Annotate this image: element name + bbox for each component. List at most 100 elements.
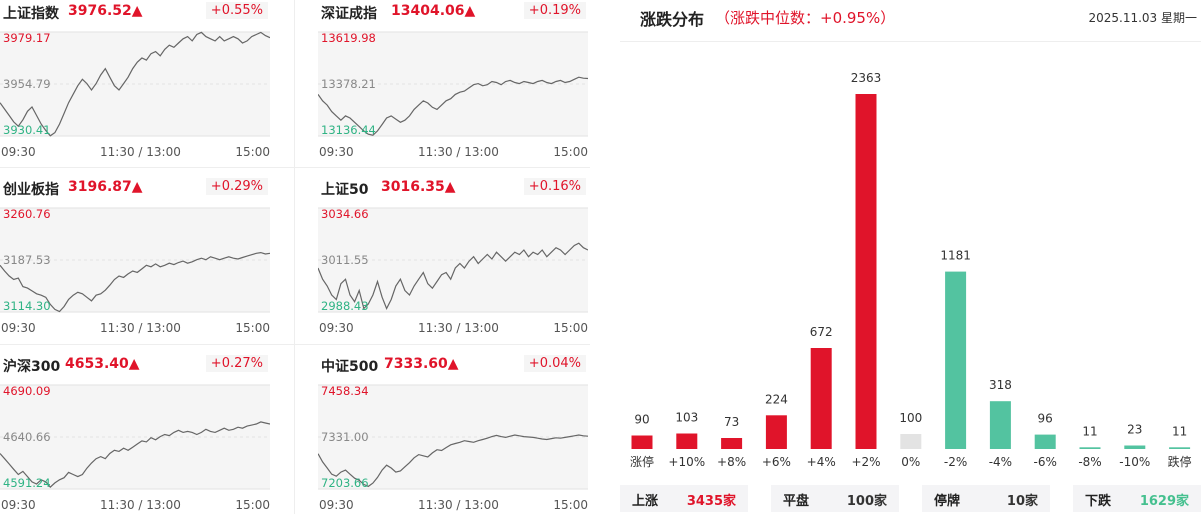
row-divider — [0, 344, 590, 345]
bar — [721, 438, 743, 449]
bar — [900, 434, 922, 449]
summary-value: 100家 — [846, 494, 887, 509]
index-card[interactable]: 上证50 3016.35▲ +0.16% 3034.66 3011.55 2988.… — [318, 176, 588, 346]
bar — [765, 415, 787, 449]
bar-value-label: 224 — [765, 392, 788, 406]
intraday-line-chart: 3979.17 3954.79 3930.41 — [0, 31, 270, 137]
price-line — [0, 31, 270, 137]
time-mid-label: 11:30 / 13:00 — [100, 321, 181, 335]
category-label: -4% — [989, 455, 1012, 469]
index-change: +0.19% — [523, 2, 586, 19]
index-card[interactable]: 中证500 7333.60▲ +0.04% 7458.34 7331.00 7203… — [318, 353, 588, 514]
summary-up: 上涨 3435家 — [620, 485, 748, 512]
bar — [989, 401, 1011, 449]
summary-suspended: 停牌 10家 — [922, 485, 1050, 512]
index-change: +0.16% — [523, 178, 586, 195]
summary-value: 10家 — [1006, 494, 1038, 509]
time-end-label: 15:00 — [553, 498, 588, 512]
category-label: -2% — [944, 455, 967, 469]
summary-value: 3435家 — [686, 494, 736, 509]
time-start-label: 09:30 — [319, 321, 354, 335]
mid-price-label: 13378.21 — [321, 77, 376, 91]
time-start-label: 09:30 — [319, 145, 354, 159]
bar — [676, 433, 698, 449]
index-card-header: 中证500 7333.60▲ +0.04% — [318, 353, 588, 377]
bar — [1034, 434, 1056, 449]
bar — [945, 271, 967, 449]
time-start-label: 09:30 — [1, 145, 36, 159]
index-change: +0.27% — [205, 355, 268, 372]
bar-value-label: 90 — [634, 413, 649, 427]
mid-price-label: 4640.66 — [3, 430, 51, 444]
time-start-label: 09:30 — [319, 498, 354, 512]
column-divider — [294, 0, 295, 514]
index-card-header: 上证50 3016.35▲ +0.16% — [318, 176, 588, 200]
index-change: +0.29% — [205, 178, 268, 195]
index-change: +0.04% — [523, 355, 586, 372]
bar — [855, 94, 877, 449]
bar — [1124, 445, 1146, 449]
index-card[interactable]: 上证指数 3976.52▲ +0.55% 3979.17 3954.79 3930.… — [0, 0, 270, 170]
time-mid-label: 11:30 / 13:00 — [100, 498, 181, 512]
time-end-label: 15:00 — [235, 498, 270, 512]
bar-value-label: 103 — [675, 411, 698, 425]
bar-value-label: 100 — [899, 411, 922, 425]
category-label: -8% — [1078, 455, 1101, 469]
index-card[interactable]: 创业板指 3196.87▲ +0.29% 3260.76 3187.53 3114.… — [0, 176, 270, 346]
bar — [1079, 447, 1101, 449]
time-mid-label: 11:30 / 13:00 — [100, 145, 181, 159]
mid-price-label: 7331.00 — [321, 430, 369, 444]
category-label: -6% — [1034, 455, 1057, 469]
intraday-line-chart: 7458.34 7331.00 7203.66 — [318, 384, 588, 490]
index-name: 上证50 — [321, 182, 369, 198]
category-label: +4% — [807, 455, 836, 469]
time-mid-label: 11:30 / 13:00 — [418, 145, 499, 159]
index-card-header: 沪深300 4653.40▲ +0.27% — [0, 353, 270, 377]
index-price: 13404.06▲ — [391, 3, 476, 19]
index-card-header: 创业板指 3196.87▲ +0.29% — [0, 176, 270, 200]
row-divider — [0, 167, 590, 168]
low-price-label: 3114.30 — [3, 299, 51, 313]
index-price: 3016.35▲ — [381, 179, 456, 195]
low-price-label: 4591.24 — [3, 476, 51, 490]
category-label: 涨停 — [630, 454, 654, 469]
intraday-line-chart: 3260.76 3187.53 3114.30 — [0, 207, 270, 313]
summary-label: 上涨 — [632, 494, 659, 509]
high-price-label: 7458.34 — [321, 384, 369, 398]
bar — [631, 435, 653, 449]
index-price: 4653.40▲ — [65, 356, 140, 372]
price-line — [0, 251, 270, 313]
index-card[interactable]: 深证成指 13404.06▲ +0.19% 13619.98 13378.21 13… — [318, 0, 588, 170]
high-price-label: 13619.98 — [321, 31, 376, 45]
bar-value-label: 73 — [724, 415, 739, 429]
time-start-label: 09:30 — [1, 321, 36, 335]
bar-value-label: 11 — [1082, 424, 1097, 438]
high-price-label: 3260.76 — [3, 207, 51, 221]
category-label: +6% — [762, 455, 791, 469]
summary-label: 下跌 — [1085, 494, 1112, 509]
mid-price-label: 3011.55 — [321, 253, 369, 267]
category-label: +2% — [851, 455, 880, 469]
bar-value-label: 318 — [989, 378, 1012, 392]
summary-flat: 平盘 100家 — [771, 485, 899, 512]
price-line — [318, 76, 588, 136]
summary-label: 停牌 — [934, 494, 961, 509]
distribution-median: （涨跌中位数：+0.95%） — [715, 9, 896, 27]
bar-value-label: 96 — [1038, 412, 1053, 426]
header-divider — [620, 41, 1201, 42]
index-card-header: 深证成指 13404.06▲ +0.19% — [318, 0, 588, 24]
intraday-line-chart: 13619.98 13378.21 13136.44 — [318, 31, 588, 137]
bar-value-label: 672 — [810, 325, 833, 339]
low-price-label: 13136.44 — [321, 123, 376, 137]
distribution-bar-chart: 90 涨停 103 +10% 73 +8% 224 +6% 672 +4% 2363 +2% 100 0%… — [630, 71, 1192, 469]
mid-price-label: 3954.79 — [3, 77, 51, 91]
price-line — [318, 434, 588, 488]
bar-value-label: 23 — [1127, 423, 1142, 437]
index-card[interactable]: 沪深300 4653.40▲ +0.27% 4690.09 4640.66 4591… — [0, 353, 270, 514]
index-name: 深证成指 — [321, 6, 377, 22]
index-price: 3976.52▲ — [68, 3, 143, 19]
index-change: +0.55% — [205, 2, 268, 19]
low-price-label: 7203.66 — [321, 476, 369, 490]
time-start-label: 09:30 — [1, 498, 36, 512]
index-card-header: 上证指数 3976.52▲ +0.55% — [0, 0, 270, 24]
